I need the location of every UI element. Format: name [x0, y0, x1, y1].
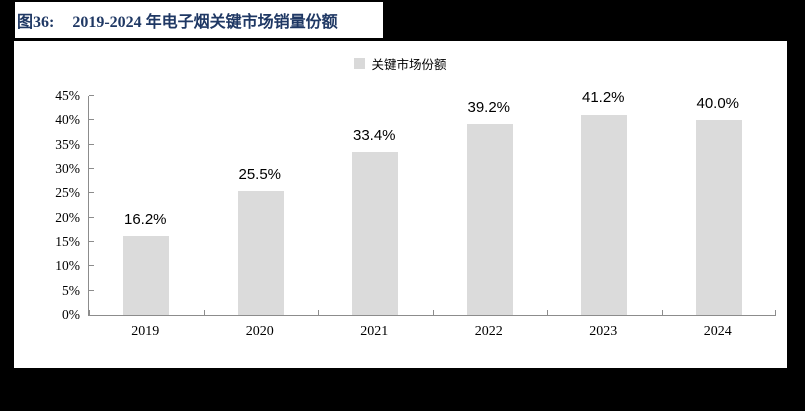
figure-title-block: 图36: 2019-2024 年电子烟关键市场销量份额 — [15, 2, 383, 38]
x-axis-label: 2023 — [589, 324, 618, 339]
y-axis-label: 0% — [62, 307, 80, 322]
y-axis-tick — [89, 216, 94, 218]
x-axis-tick — [89, 310, 90, 315]
y-axis-tick — [89, 192, 94, 194]
x-axis-label: 2021 — [360, 324, 389, 339]
x-axis-tick — [661, 310, 663, 315]
bar-2021 — [352, 152, 399, 315]
figure-number-label: 图36: — [17, 14, 55, 31]
x-axis-label: 2024 — [703, 324, 732, 339]
plot-area — [88, 95, 776, 316]
x-axis-tick — [203, 310, 205, 315]
bar-value-label: 39.2% — [467, 99, 511, 117]
bar-value-label: 40.0% — [696, 95, 740, 113]
y-axis-tick — [89, 119, 94, 121]
y-axis-tick — [89, 289, 94, 291]
y-axis-label: 45% — [55, 88, 80, 103]
bar-value-label: 33.4% — [352, 127, 396, 145]
legend-swatch-icon — [354, 58, 366, 69]
legend-label: 关键市场份额 — [371, 58, 447, 72]
y-axis-label: 40% — [55, 112, 80, 128]
y-axis-label: 20% — [55, 209, 80, 225]
x-axis-label: 2020 — [245, 324, 274, 339]
figure-title: 2019-2024 年电子烟关键市场销量份额 — [72, 14, 338, 31]
x-axis-tick — [547, 310, 548, 315]
bar-value-label: 25.5% — [238, 165, 282, 183]
x-axis-label: 2019 — [131, 324, 160, 339]
y-axis-tick — [89, 95, 94, 96]
y-axis-label: 25% — [55, 185, 80, 201]
y-axis-label: 5% — [62, 282, 80, 298]
y-axis-label: 10% — [55, 258, 80, 274]
x-axis-label: 2022 — [474, 324, 503, 339]
y-axis-tick — [89, 241, 94, 242]
x-axis-tick — [775, 310, 776, 315]
y-axis-tick — [89, 143, 94, 145]
x-axis-tick — [432, 310, 434, 315]
y-axis-label: 30% — [55, 161, 80, 176]
bar-2019 — [123, 236, 170, 315]
chart-card: 关键市场份额 0% 5% 10% 15% 20% 25% 30% 35% 40% 45% 16.2%… — [14, 41, 787, 368]
bar-2023 — [581, 114, 628, 315]
y-axis-tick — [89, 265, 94, 267]
bar-2020 — [237, 190, 284, 315]
y-axis-tick — [89, 168, 94, 169]
bar-2024 — [695, 120, 742, 315]
bar-2022 — [466, 124, 513, 315]
chart-legend: 关键市场份额 — [14, 54, 787, 73]
y-axis-label: 35% — [55, 136, 80, 152]
x-axis-tick — [318, 310, 319, 315]
y-axis-label: 15% — [55, 234, 80, 249]
bar-value-label: 16.2% — [123, 211, 167, 229]
bar-value-label: 41.2% — [581, 89, 625, 107]
